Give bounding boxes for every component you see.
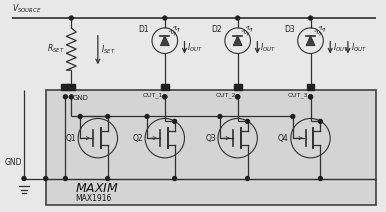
Text: Q2: Q2 [132,134,143,143]
Text: Q3: Q3 [205,134,216,143]
Circle shape [308,95,313,99]
Text: D3: D3 [284,25,295,34]
Text: GND: GND [5,158,22,167]
Circle shape [173,119,177,123]
Text: Q4: Q4 [278,134,289,143]
Circle shape [69,16,73,20]
Bar [306,84,315,90]
Polygon shape [306,36,315,46]
Circle shape [44,177,47,180]
Circle shape [245,119,249,123]
Polygon shape [233,36,242,46]
Circle shape [63,95,67,99]
Circle shape [308,95,313,99]
Circle shape [22,177,26,180]
Text: MAX1916: MAX1916 [75,194,112,203]
Text: GND: GND [72,95,88,101]
Text: D2: D2 [211,25,222,34]
Circle shape [163,16,167,20]
Circle shape [318,177,322,180]
Text: $I_{OUT}$: $I_{OUT}$ [188,41,203,54]
Circle shape [69,95,73,99]
Text: $I_{SET}$: $I_{SET}$ [101,43,115,56]
Text: $I_{OUT}$: $I_{OUT}$ [333,41,349,54]
Text: $I_{OUT}$: $I_{OUT}$ [260,41,276,54]
Circle shape [291,114,295,119]
Text: $V_{SOURCE}$: $V_{SOURCE}$ [12,3,42,15]
Circle shape [245,177,249,180]
Text: $\mathit{MAXIM}$: $\mathit{MAXIM}$ [75,182,119,195]
Circle shape [308,16,313,20]
Circle shape [163,95,167,99]
Circle shape [106,114,110,119]
Circle shape [236,16,240,20]
Bar [46,90,376,205]
Bar [67,84,75,90]
Bar [161,84,169,90]
Circle shape [78,114,82,119]
Circle shape [318,119,322,123]
Circle shape [145,114,149,119]
Text: OUT_2: OUT_2 [215,92,236,98]
Circle shape [236,95,240,99]
Circle shape [106,177,110,180]
Circle shape [63,177,67,180]
Circle shape [236,95,240,99]
Text: D1: D1 [139,25,149,34]
Circle shape [163,95,167,99]
Text: $I_{OUT}$: $I_{OUT}$ [351,41,367,54]
Bar [234,84,242,90]
Text: Q1: Q1 [66,134,76,143]
Circle shape [173,177,177,180]
Circle shape [218,114,222,119]
Text: $R_{SET}$: $R_{SET}$ [47,42,64,55]
Bar [61,84,69,90]
Text: OUT_1: OUT_1 [142,92,163,98]
Polygon shape [160,36,169,46]
Text: OUT_3: OUT_3 [288,92,308,98]
